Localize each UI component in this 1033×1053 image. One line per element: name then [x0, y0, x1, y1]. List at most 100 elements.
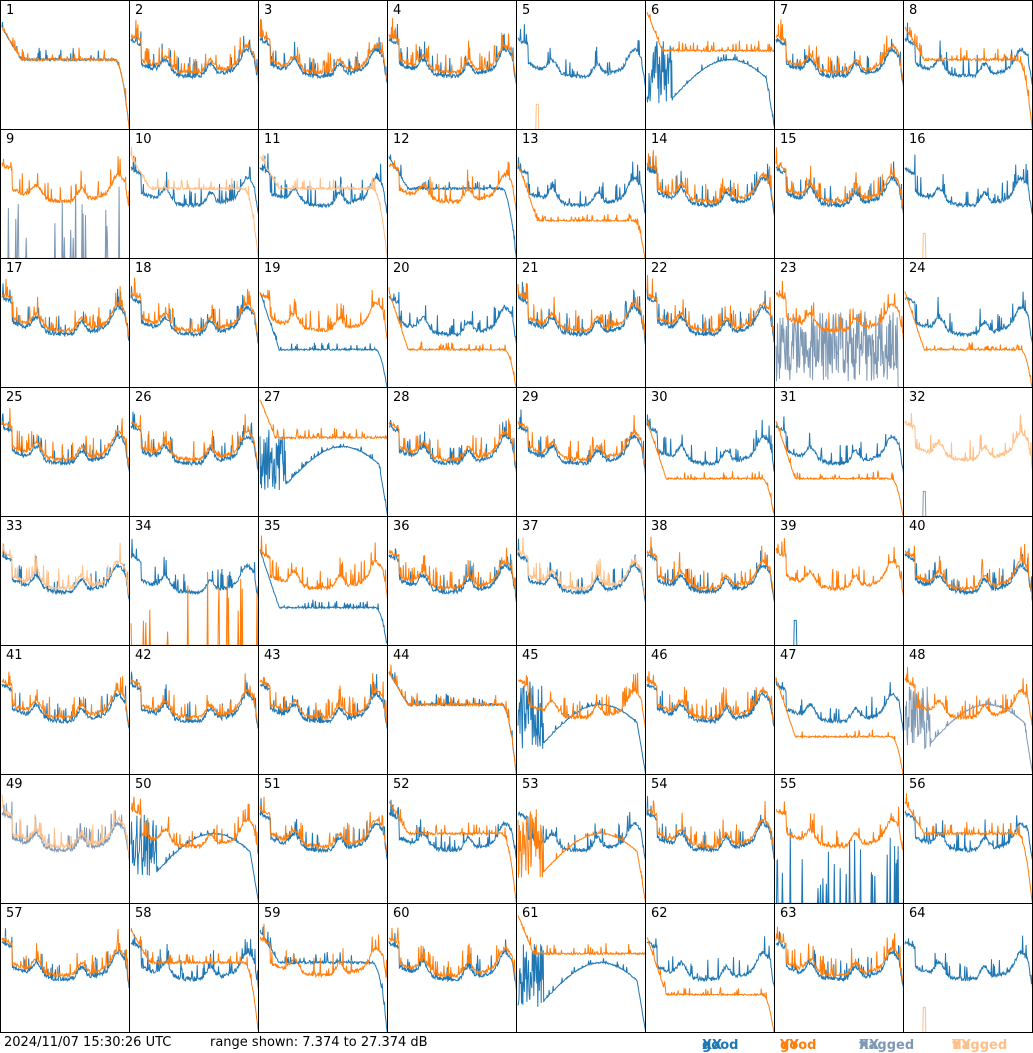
range-text: range shown: 7.374 to 27.374 dB — [210, 1035, 428, 1050]
series-yy-panel-37 — [517, 537, 645, 598]
series-yy-panel-61 — [517, 915, 645, 957]
footer-bar: 2024/11/07 15:30:26 UTC range shown: 7.3… — [0, 1032, 1033, 1053]
antenna-panel-13: 13 — [516, 129, 646, 259]
panel-number-52: 52 — [393, 777, 410, 792]
panel-plot-25 — [1, 408, 129, 473]
antenna-panel-1: 1 — [0, 0, 130, 130]
series-xx-panel-1 — [1, 21, 129, 129]
series-yy-panel-8 — [904, 26, 1032, 129]
antenna-panel-9: 9 — [0, 129, 130, 259]
panel-plot-63 — [775, 926, 903, 989]
panel-plot-5 — [517, 24, 645, 129]
antenna-panel-5: 5 — [516, 0, 646, 130]
panel-plot-59 — [259, 923, 387, 1032]
panel-number-51: 51 — [264, 777, 281, 792]
series-xx-panel-10 — [130, 156, 258, 215]
panel-number-31: 31 — [780, 390, 797, 405]
panel-plot-4 — [388, 18, 516, 85]
series-xx-panel-14 — [646, 156, 774, 217]
series-yy-panel-2 — [130, 19, 258, 83]
panel-number-47: 47 — [780, 648, 797, 663]
panel-plot-29 — [517, 409, 645, 475]
antenna-panel-61: 61 — [516, 903, 646, 1033]
panel-number-6: 6 — [651, 3, 660, 18]
panel-plot-11 — [259, 153, 387, 258]
series-yy-panel-33 — [1, 542, 129, 597]
panel-number-27: 27 — [264, 390, 281, 405]
antenna-panel-40: 40 — [903, 516, 1033, 646]
series-yy-panel-23 — [775, 280, 903, 342]
legend-flagged-xx-prefix: flagged — [859, 1038, 915, 1053]
panel-plot-42 — [130, 671, 258, 729]
panel-number-24: 24 — [909, 261, 926, 276]
antenna-panel-19: 19 — [258, 258, 388, 388]
antenna-panel-46: 46 — [645, 645, 775, 775]
series-yy-panel-39 — [775, 538, 903, 597]
series-xx-panel-44 — [388, 670, 516, 774]
panel-plot-61 — [517, 915, 645, 1031]
panel-number-40: 40 — [909, 519, 926, 534]
series-yy-panel-64 — [905, 1006, 1032, 1032]
antenna-panel-62: 62 — [645, 903, 775, 1033]
series-xx-panel-40 — [904, 548, 1032, 602]
series-yy-panel-27 — [259, 399, 387, 441]
panel-number-3: 3 — [264, 3, 273, 18]
panel-number-1: 1 — [6, 3, 15, 18]
panel-plot-64 — [904, 935, 1032, 1032]
panel-number-60: 60 — [393, 906, 410, 921]
antenna-panel-14: 14 — [645, 129, 775, 259]
series-yy-panel-31 — [775, 420, 903, 516]
panel-plot-45 — [517, 672, 645, 774]
panel-plot-57 — [1, 928, 129, 989]
series-xx-panel-27 — [259, 429, 387, 516]
panel-number-18: 18 — [135, 261, 152, 276]
series-xx-panel-11 — [259, 153, 387, 214]
series-yy-panel-35 — [259, 535, 387, 600]
panel-plot-1 — [1, 21, 129, 129]
panel-number-13: 13 — [522, 132, 539, 147]
antenna-panel-15: 15 — [774, 129, 904, 259]
panel-plot-16 — [904, 154, 1032, 258]
series-yy-panel-16 — [905, 232, 1032, 258]
antenna-panel-53: 53 — [516, 774, 646, 904]
series-xx-panel-4 — [388, 23, 516, 85]
panel-number-37: 37 — [522, 519, 539, 534]
panel-number-22: 22 — [651, 261, 668, 276]
series-yy-panel-36 — [388, 547, 516, 597]
series-yy-panel-62 — [646, 937, 774, 1032]
panel-number-30: 30 — [651, 390, 668, 405]
series-xx-panel-30 — [646, 414, 774, 472]
series-xx-panel-46 — [646, 683, 774, 727]
antenna-panel-39: 39 — [774, 516, 904, 646]
legend-good-xx-prefix: good — [702, 1038, 739, 1053]
legend-good-xx-pol: XX — [702, 1038, 723, 1053]
antenna-panel-54: 54 — [645, 774, 775, 904]
series-yy-panel-24 — [904, 291, 1032, 387]
series-xx-panel-60 — [388, 933, 516, 991]
panel-number-28: 28 — [393, 390, 410, 405]
panel-number-12: 12 — [393, 132, 410, 147]
panel-number-16: 16 — [909, 132, 926, 147]
legend-good-yy-prefix: good — [780, 1038, 817, 1053]
antenna-panel-18: 18 — [129, 258, 259, 388]
panel-number-42: 42 — [135, 648, 152, 663]
antenna-panel-44: 44 — [387, 645, 517, 775]
panel-plot-31 — [775, 416, 903, 516]
antenna-panel-49: 49 — [0, 774, 130, 904]
panel-plot-20 — [388, 287, 516, 387]
series-yy-panel-5 — [518, 103, 645, 129]
antenna-panel-60: 60 — [387, 903, 517, 1033]
panel-number-36: 36 — [393, 519, 410, 534]
panel-plot-28 — [388, 418, 516, 473]
antenna-panel-64: 64 — [903, 903, 1033, 1033]
panel-number-44: 44 — [393, 648, 410, 663]
series-yy-panel-46 — [646, 671, 774, 726]
panel-number-23: 23 — [780, 261, 797, 276]
panel-plot-37 — [517, 537, 645, 603]
panel-plot-10 — [130, 146, 258, 258]
panel-number-64: 64 — [909, 906, 926, 921]
series-yy-panel-43 — [259, 672, 387, 727]
antenna-panel-29: 29 — [516, 387, 646, 517]
panel-plot-13 — [517, 157, 645, 258]
series-yy-panel-63 — [775, 926, 903, 985]
